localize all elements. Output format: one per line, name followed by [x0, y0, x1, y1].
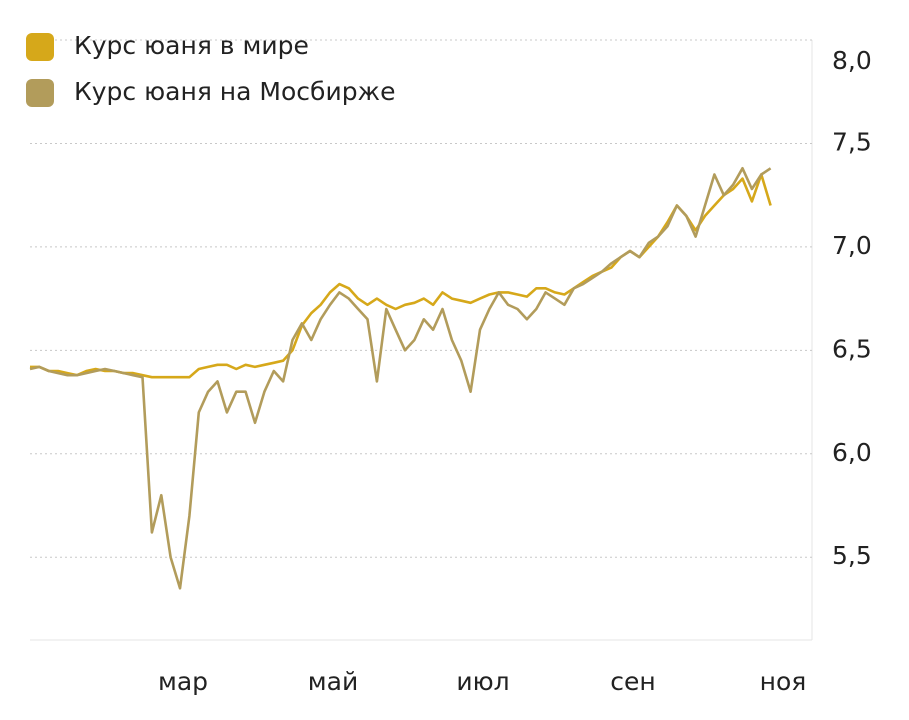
- x-tick-label: мар: [158, 667, 208, 696]
- series-line: [30, 173, 772, 379]
- x-tick-label: сен: [610, 667, 655, 696]
- y-tick-label: 6,5: [832, 334, 872, 363]
- x-tick-label: май: [308, 667, 358, 696]
- legend-swatch: [26, 33, 54, 61]
- y-tick-label: 8,0: [832, 46, 872, 75]
- x-tick-label: июл: [456, 667, 509, 696]
- y-tick-label: 5,5: [832, 541, 872, 570]
- y-tick-label: 7,5: [832, 127, 872, 156]
- y-tick-label: 7,0: [832, 231, 872, 260]
- legend-label: Курс юаня в мире: [74, 31, 309, 60]
- series-line: [29, 167, 772, 590]
- x-tick-label: ноя: [760, 667, 807, 696]
- legend-swatch: [26, 79, 54, 107]
- y-tick-label: 6,0: [832, 438, 872, 467]
- legend-label: Курс юаня на Мосбирже: [74, 77, 395, 106]
